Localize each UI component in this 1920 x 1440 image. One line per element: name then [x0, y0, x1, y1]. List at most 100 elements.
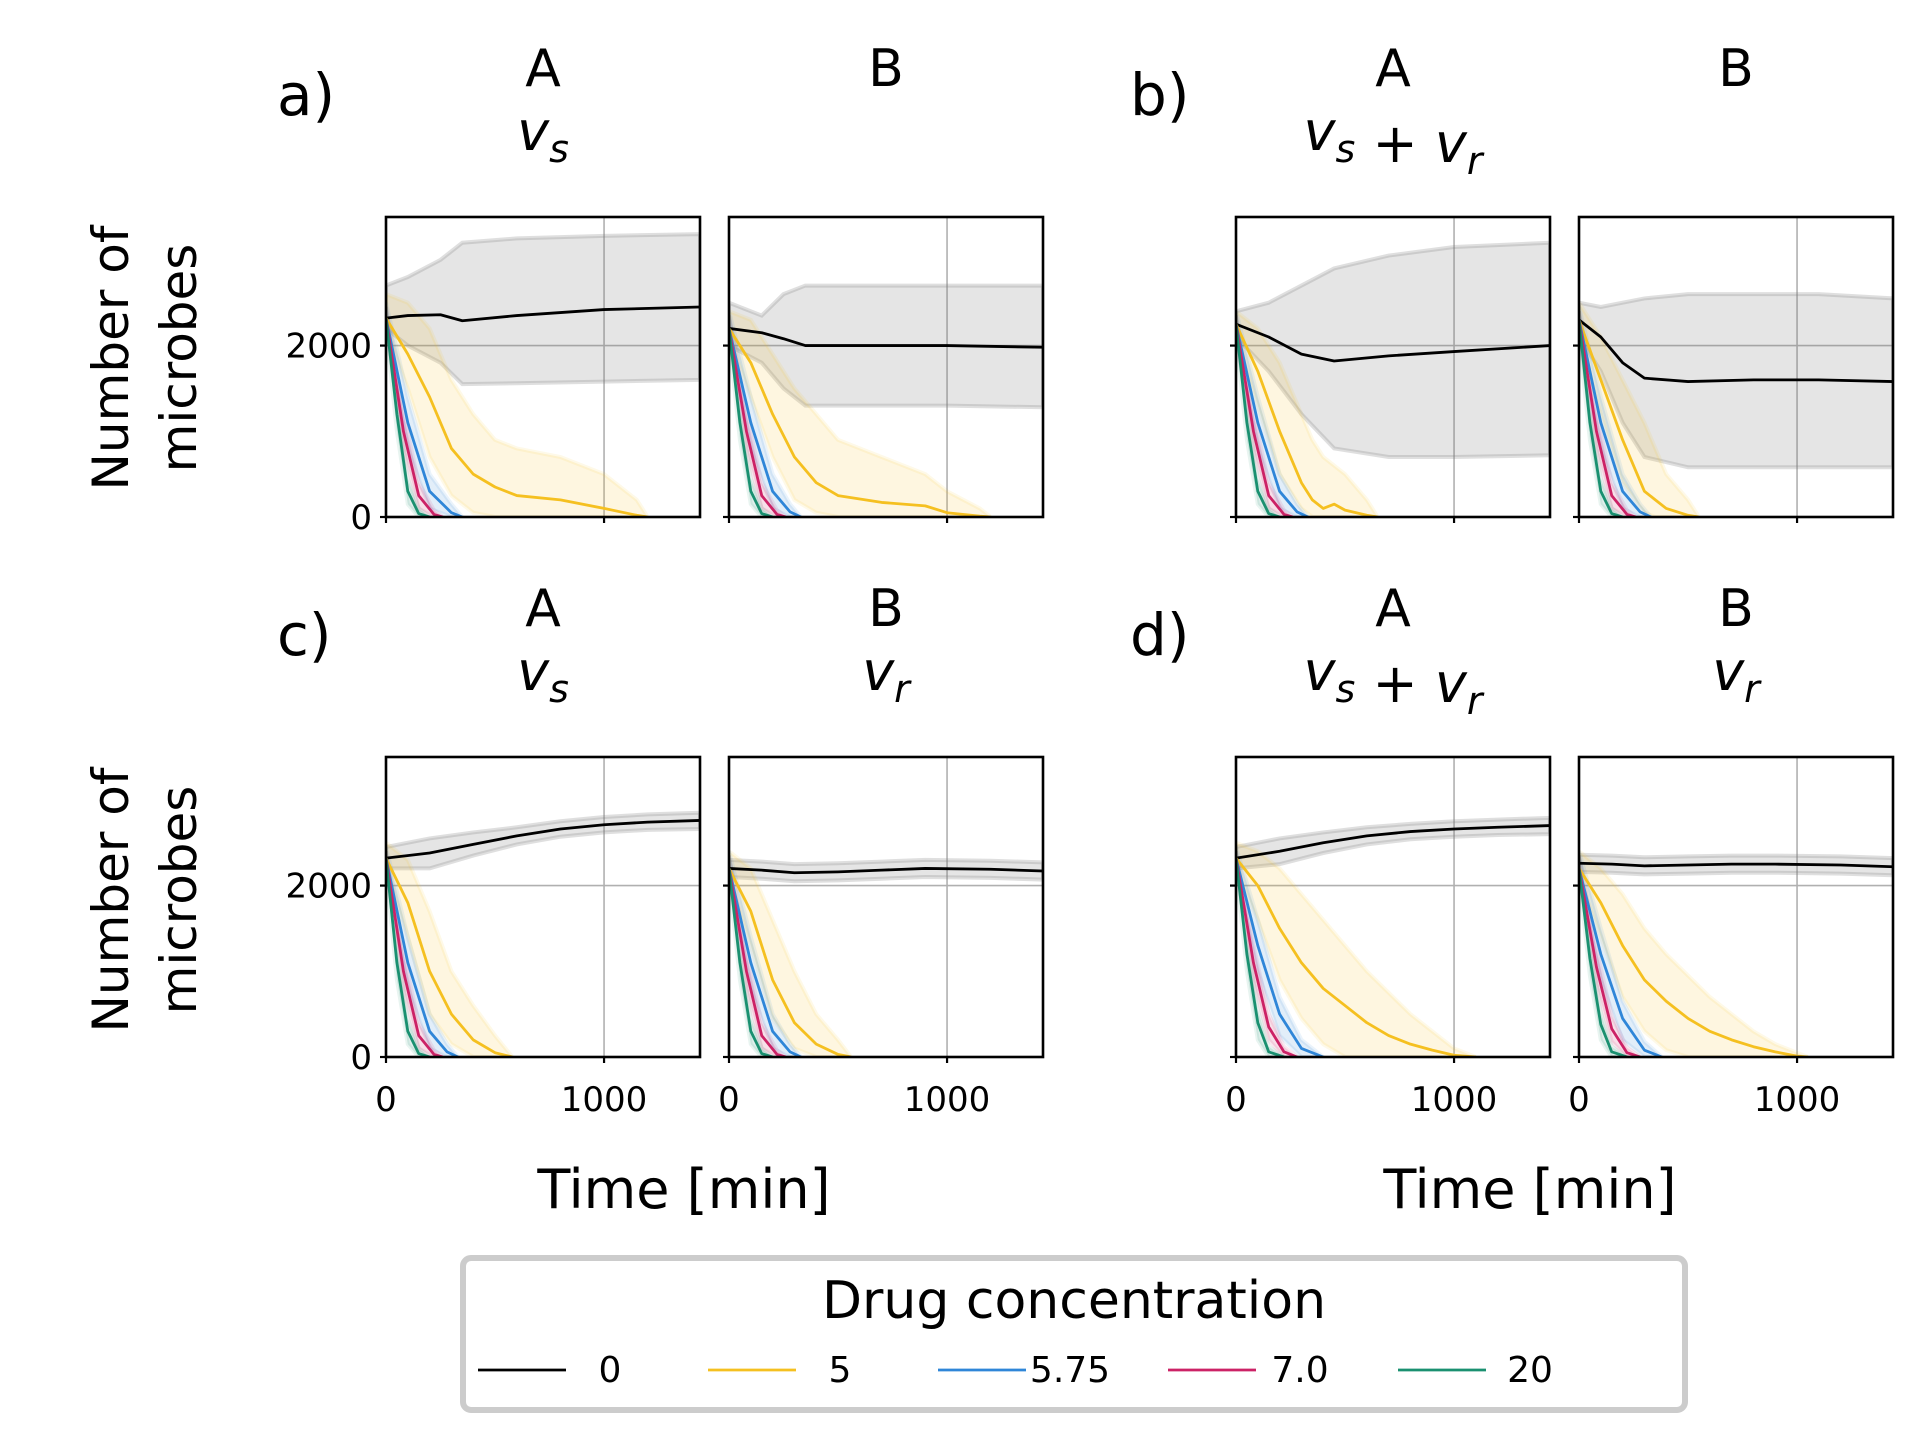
series-line-5: [1236, 857, 1476, 1057]
axes-frame: [384, 215, 702, 519]
legend-item-20: 20: [1398, 1350, 1553, 1391]
subplot-b-B: B: [1573, 39, 1895, 523]
series-line-7.0: [386, 857, 444, 1057]
series-line-5.75: [729, 868, 802, 1057]
subplot-title-letter: A: [525, 39, 561, 99]
axes-frame: [1577, 215, 1895, 519]
series-line-5.75: [1236, 857, 1324, 1057]
series-line-5: [729, 867, 852, 1057]
legend-item-5: 5: [708, 1350, 851, 1391]
x-tick-label: 0: [1225, 1080, 1247, 1120]
band-0: [386, 810, 700, 871]
band-5: [1579, 848, 1809, 1057]
axes-frame: [1577, 755, 1895, 1059]
subplot-title-letter: A: [1375, 579, 1411, 639]
x-tick-label: 1000: [1754, 1080, 1841, 1120]
subplot-a-B: B: [723, 39, 1045, 523]
subplot-title-letter: B: [868, 39, 904, 99]
series-line-0: [1236, 824, 1550, 860]
band-5: [1236, 308, 1381, 517]
subplot-title-letter: B: [1718, 579, 1754, 639]
legend-frame: [460, 1255, 1688, 1413]
series-line-5: [386, 857, 513, 1057]
series-line-5.75: [386, 857, 459, 1057]
band-5: [386, 291, 651, 517]
series-line-7.0: [1579, 319, 1637, 517]
series-line-0: [1579, 861, 1893, 869]
axes-frame: [1234, 755, 1552, 1059]
band-5: [1579, 298, 1702, 517]
series-line-5: [1579, 319, 1700, 517]
series-line-0: [729, 867, 1043, 875]
series-line-5.75: [386, 317, 463, 517]
series-line-20: [1579, 319, 1624, 517]
series-line-5: [1579, 867, 1809, 1057]
legend-label: 20: [1507, 1350, 1553, 1391]
series-line-7.0: [1579, 868, 1641, 1057]
band-0: [1236, 815, 1550, 871]
y-tick-label: 0: [350, 1038, 372, 1078]
legend-label: 5: [829, 1350, 852, 1391]
subplot-d-A: 0 1000 Avs + vr: [1225, 579, 1552, 1120]
series-line-5.75: [1579, 319, 1652, 517]
x-tick-label: 1000: [1411, 1080, 1498, 1120]
subplot-title-symbol: vs: [517, 100, 569, 171]
band-5: [386, 840, 516, 1057]
panel-label-c: c): [277, 601, 332, 669]
axes-frame: [727, 215, 1045, 519]
y-tick-label: 2000: [285, 867, 372, 907]
series-line-5.75: [1579, 868, 1663, 1057]
band-5: [1236, 840, 1477, 1057]
legend: Drug concentration 0 5 5.75 7.0 20: [460, 1255, 1688, 1413]
axes-frame: [384, 755, 702, 1059]
axes-frame: [1234, 215, 1552, 519]
band-20: [729, 315, 776, 517]
series-line-20: [386, 317, 431, 517]
panel-label-d: d): [1130, 601, 1189, 669]
band-20: [729, 855, 776, 1057]
subplot-title-letter: B: [1718, 39, 1754, 99]
series-line-20: [1236, 323, 1281, 517]
series-line-5: [386, 317, 648, 517]
subplot-title-letter: A: [1375, 39, 1411, 99]
legend-item-7.0: 7.0: [1168, 1350, 1329, 1391]
series-line-7.0: [729, 868, 787, 1057]
series-line-7.0: [386, 317, 444, 517]
series-line-7.0: [1236, 857, 1298, 1057]
legend-title: Drug concentration: [822, 1271, 1326, 1331]
series-line-20: [729, 868, 774, 1057]
y-axis-label-row2-line1: Number of: [82, 766, 140, 1032]
panel-label-b: b): [1130, 61, 1189, 129]
band-0: [386, 232, 700, 387]
x-tick-label: 1000: [561, 1080, 648, 1120]
band-0: [1236, 240, 1550, 459]
y-axis-label-row2-line2: microbes: [150, 786, 208, 1015]
series-line-20: [729, 328, 774, 517]
subplot-title-letter: B: [868, 579, 904, 639]
series-line-20: [386, 857, 431, 1057]
series-line-20: [1236, 857, 1285, 1057]
series-line-0: [729, 327, 1043, 349]
series-line-0: [1236, 322, 1550, 363]
series-line-5.75: [729, 328, 802, 517]
band-20: [1236, 315, 1283, 517]
legend-item-5.75: 5.75: [938, 1350, 1110, 1391]
subplot-a-A: 0 2000 Avs: [285, 39, 702, 538]
series-line-0: [386, 819, 700, 860]
axes-frame: [727, 755, 1045, 1059]
subplot-c-B: 0 1000 Bvr: [718, 579, 1045, 1120]
subplot-title-symbol: vs + vr: [1304, 100, 1485, 183]
y-tick-label: 2000: [285, 327, 372, 367]
x-tick-label: 0: [718, 1080, 740, 1120]
subplot-d-B: 0 1000 Bvr: [1568, 579, 1895, 1120]
x-tick-label: 1000: [904, 1080, 991, 1120]
series-line-5: [729, 327, 991, 517]
series-line-0: [1579, 318, 1893, 383]
x-axis-label-right: Time [min]: [1382, 1158, 1676, 1221]
subplot-title-symbol: vr: [1712, 640, 1762, 711]
series-line-7.0: [729, 328, 787, 517]
subplot-b-A: Avs + vr: [1230, 39, 1552, 523]
y-tick-label: 0: [350, 498, 372, 538]
panel-label-a: a): [277, 61, 335, 129]
